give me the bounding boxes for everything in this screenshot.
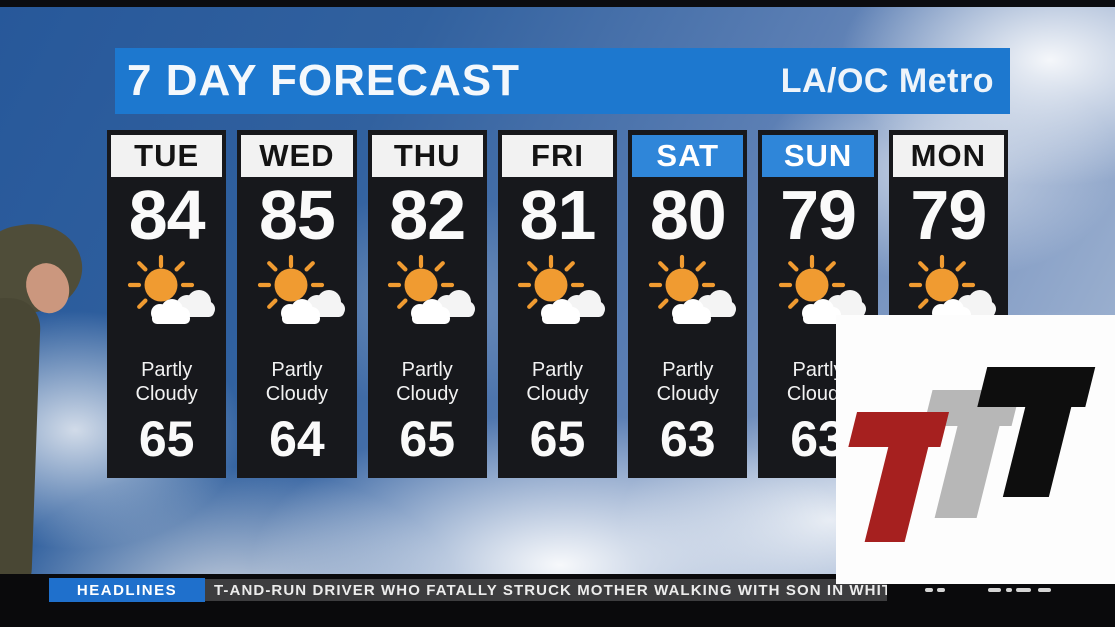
day-name-label: TUE (111, 135, 223, 177)
day-name-label: SAT (632, 135, 744, 177)
clipped-bug-text-fragment (937, 588, 945, 592)
condition-text: Partly Cloudy (396, 359, 459, 405)
forecast-day-column: FRI 81 (497, 130, 618, 478)
day-name-label: WED (241, 135, 353, 177)
condition-text: Partly Cloudy (656, 359, 719, 405)
station-logo-box (836, 315, 1115, 584)
headlines-badge: HEADLINES (49, 578, 205, 602)
high-temperature: 84 (128, 176, 206, 254)
ticker-text-visible: T-AND-RUN DRIVER WHO FATALLY STRUCK MOTH… (214, 581, 887, 599)
partly-cloudy-icon (388, 254, 476, 324)
low-temperature: 65 (529, 411, 586, 468)
high-temperature: 81 (519, 176, 597, 254)
partly-cloudy-icon (127, 254, 215, 324)
forecast-columns: TUE 84 (107, 130, 1008, 478)
region-label: LA/OC Metro (780, 61, 994, 100)
forecast-day-column: TUE 84 (107, 130, 227, 478)
day-name-label: FRI (501, 135, 614, 177)
condition-text: Partly Cloudy (526, 359, 589, 405)
presenter-arm-lower (0, 296, 42, 600)
clipped-bug-text-fragment (1038, 588, 1051, 592)
partly-cloudy-icon (648, 254, 736, 324)
forecast-day-column: WED 85 (237, 130, 357, 478)
partly-cloudy-icon (778, 254, 867, 324)
clipped-bug-text-fragment (925, 588, 933, 592)
high-temperature: 79 (910, 176, 987, 254)
station-logo-three-t-icon (848, 367, 1096, 542)
clipped-bug-text-fragment (1006, 588, 1012, 592)
low-temperature: 65 (138, 411, 195, 468)
condition-text: Partly Cloudy (135, 359, 198, 405)
high-temperature: 79 (780, 176, 857, 254)
condition-text: Partly Cloudy (265, 359, 329, 405)
day-name-label: MON (892, 135, 1004, 177)
forecast-day-column: SAT 80 (628, 130, 748, 478)
clipped-bug-text-fragment (988, 588, 1001, 592)
forecast-day-column: THU 82 (367, 130, 487, 478)
high-temperature: 82 (389, 176, 466, 254)
partly-cloudy-icon (518, 254, 606, 324)
day-name-label: SUN (762, 135, 874, 177)
low-temperature: 64 (269, 411, 325, 468)
high-temperature: 85 (258, 176, 336, 254)
low-temperature: 63 (659, 411, 716, 468)
page-title: 7 DAY FORECAST (127, 56, 520, 105)
day-name-label: THU (371, 135, 483, 177)
headline-ticker-bar: HEADLINES T-AND-RUN DRIVER WHO FATALLY S… (0, 574, 1115, 627)
forecast-banner: 7 DAY FORECAST LA/OC Metro (115, 48, 1010, 114)
high-temperature: 80 (649, 176, 727, 254)
condition-text: Partly Cloudy (786, 359, 850, 405)
partly-cloudy-icon (257, 254, 345, 324)
low-temperature: 65 (399, 411, 456, 468)
top-letterbox-edge (0, 0, 1115, 7)
clipped-bug-text-fragment (1016, 588, 1031, 592)
ticker-text: T-AND-RUN DRIVER WHO FATALLY STRUCK MOTH… (205, 579, 887, 601)
